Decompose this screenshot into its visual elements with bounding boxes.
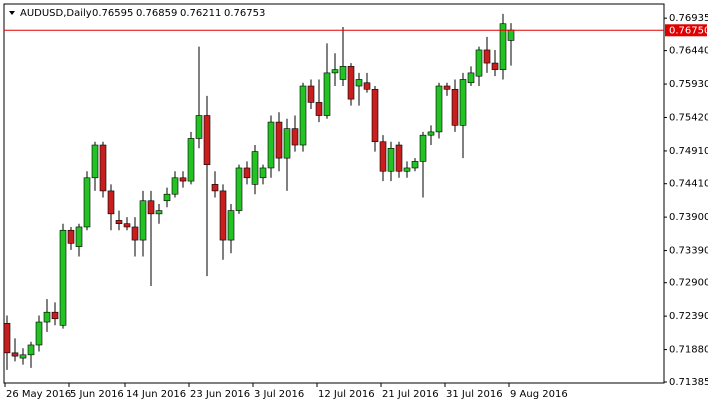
- candle-body: [235, 167, 243, 211]
- candle-body: [131, 226, 139, 241]
- candle-body: [139, 200, 147, 241]
- candle-body: [387, 147, 395, 172]
- candle-body: [243, 167, 251, 179]
- candle-body: [403, 167, 411, 172]
- candle-body: [307, 85, 315, 103]
- y-tick-label: 0.73900: [669, 212, 708, 223]
- candle-body: [395, 144, 403, 172]
- close-value: 0.76753: [224, 8, 265, 19]
- y-tick-label: 0.73390: [669, 246, 708, 257]
- candle-body: [27, 344, 35, 356]
- x-tick-label: 21 Jul 2016: [382, 389, 439, 400]
- candle-body: [411, 161, 419, 169]
- candle-body: [283, 128, 291, 159]
- candle-body: [211, 184, 219, 192]
- candle-body: [91, 144, 99, 179]
- x-tick-label: 31 Jul 2016: [446, 389, 503, 400]
- candle-body: [115, 220, 123, 224]
- y-tick-label: 0.71385: [669, 377, 708, 388]
- candle-body: [51, 311, 59, 320]
- low-value: 0.76211: [180, 8, 221, 19]
- x-tick-label: 12 Jul 2016: [318, 389, 375, 400]
- y-tick-label: 0.72900: [669, 278, 708, 289]
- candle-body: [219, 190, 227, 241]
- candle-body: [195, 115, 203, 139]
- menu-arrow[interactable]: [9, 11, 15, 15]
- candle-body: [3, 323, 11, 354]
- candle-body: [499, 23, 507, 70]
- candle-body: [347, 66, 355, 100]
- y-tick-label: 0.75420: [669, 112, 708, 123]
- x-tick-label: 23 Jun 2016: [190, 389, 250, 400]
- candle-body: [419, 134, 427, 162]
- candle-body: [451, 88, 459, 126]
- candle-body: [363, 82, 371, 90]
- y-tick-label: 0.74410: [669, 179, 708, 190]
- y-tick-label: 0.71880: [669, 345, 708, 356]
- candle-body: [339, 66, 347, 80]
- candle-body: [179, 177, 187, 182]
- candle-body: [475, 49, 483, 77]
- candle-body: [251, 151, 259, 185]
- candle-body: [275, 121, 283, 159]
- candle-body: [507, 29, 515, 41]
- x-tick-label: 3 Jul 2016: [254, 389, 304, 400]
- candle-body: [427, 131, 435, 136]
- candle-body: [147, 200, 155, 215]
- open-value: 0.76595: [92, 8, 133, 19]
- candle-body: [483, 49, 491, 64]
- candle-body: [435, 85, 443, 133]
- x-tick-label: 9 Aug 2016: [510, 389, 568, 400]
- candle-body: [379, 141, 387, 172]
- candle-body: [123, 223, 131, 228]
- candle-body: [299, 85, 307, 146]
- candle-body: [371, 88, 379, 143]
- candle-body: [443, 85, 451, 90]
- candle-body: [491, 62, 499, 70]
- candle-body: [467, 72, 475, 84]
- x-tick-label: 14 Jun 2016: [126, 389, 186, 400]
- candle-body: [99, 144, 107, 192]
- chart-title: AUDUSD,Daily: [20, 8, 92, 19]
- current-price-box: [665, 24, 707, 37]
- y-tick-label: 0.72390: [669, 311, 708, 322]
- y-tick-label: 0.76440: [669, 46, 708, 57]
- candle-body: [267, 121, 275, 169]
- candle-body: [331, 69, 339, 74]
- candle-body: [83, 177, 91, 228]
- candle-body: [107, 190, 115, 215]
- x-tick-label: 26 May 2016: [6, 389, 71, 400]
- high-value: 0.76859: [136, 8, 177, 19]
- candle-body: [203, 115, 211, 165]
- y-tick-label: 0.74910: [669, 146, 708, 157]
- candle-body: [67, 229, 75, 244]
- current-price-label: 0.76750: [669, 25, 708, 36]
- y-tick-label: 0.75930: [669, 79, 708, 90]
- candle-body: [171, 177, 179, 195]
- candle-body: [35, 321, 43, 346]
- x-tick-label: 5 Jun 2016: [70, 389, 124, 400]
- candle-body: [323, 72, 331, 116]
- candle-body: [163, 193, 171, 202]
- candle-body: [19, 354, 27, 359]
- candle-body: [355, 79, 363, 87]
- candle-body: [227, 210, 235, 241]
- candle-body: [43, 311, 51, 323]
- candle-body: [11, 352, 19, 357]
- y-tick-label: 0.76935: [669, 13, 708, 24]
- candle-body: [315, 102, 323, 116]
- candle-body: [59, 229, 67, 326]
- candle-body: [187, 138, 195, 182]
- candle-body: [155, 210, 163, 215]
- candle-body: [459, 79, 467, 126]
- candle-body: [259, 167, 267, 179]
- candle-body: [291, 128, 299, 146]
- candle-body: [75, 226, 83, 247]
